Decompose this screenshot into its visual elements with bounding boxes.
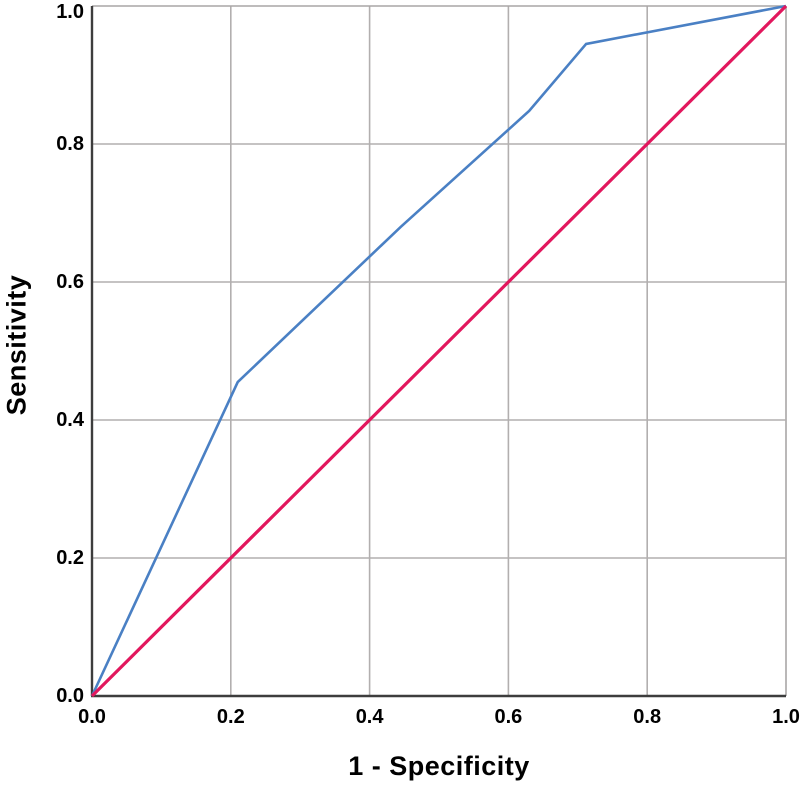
x-axis-title: 1 - Specificity (348, 751, 530, 781)
y-tick-label: 0.8 (56, 133, 84, 155)
x-tick-label: 0.4 (355, 706, 384, 728)
y-tick-label: 1.0 (56, 1, 84, 23)
x-tick-label: 0.6 (494, 706, 523, 728)
y-tick-label: 0.4 (56, 409, 84, 431)
x-tick-label: 0.2 (216, 706, 245, 728)
roc-curve (90, 4, 787, 697)
y-tick-label: 0.6 (56, 271, 84, 293)
x-tick-label: 0.0 (78, 706, 106, 728)
x-tick-label: 1.0 (772, 706, 800, 728)
y-tick-label: 0.2 (56, 547, 84, 569)
reference-line (90, 4, 788, 698)
y-tick-label: 0.0 (56, 685, 84, 707)
x-tick-label: 0.8 (633, 706, 662, 728)
y-axis-title: Sensitivity (1, 274, 32, 416)
